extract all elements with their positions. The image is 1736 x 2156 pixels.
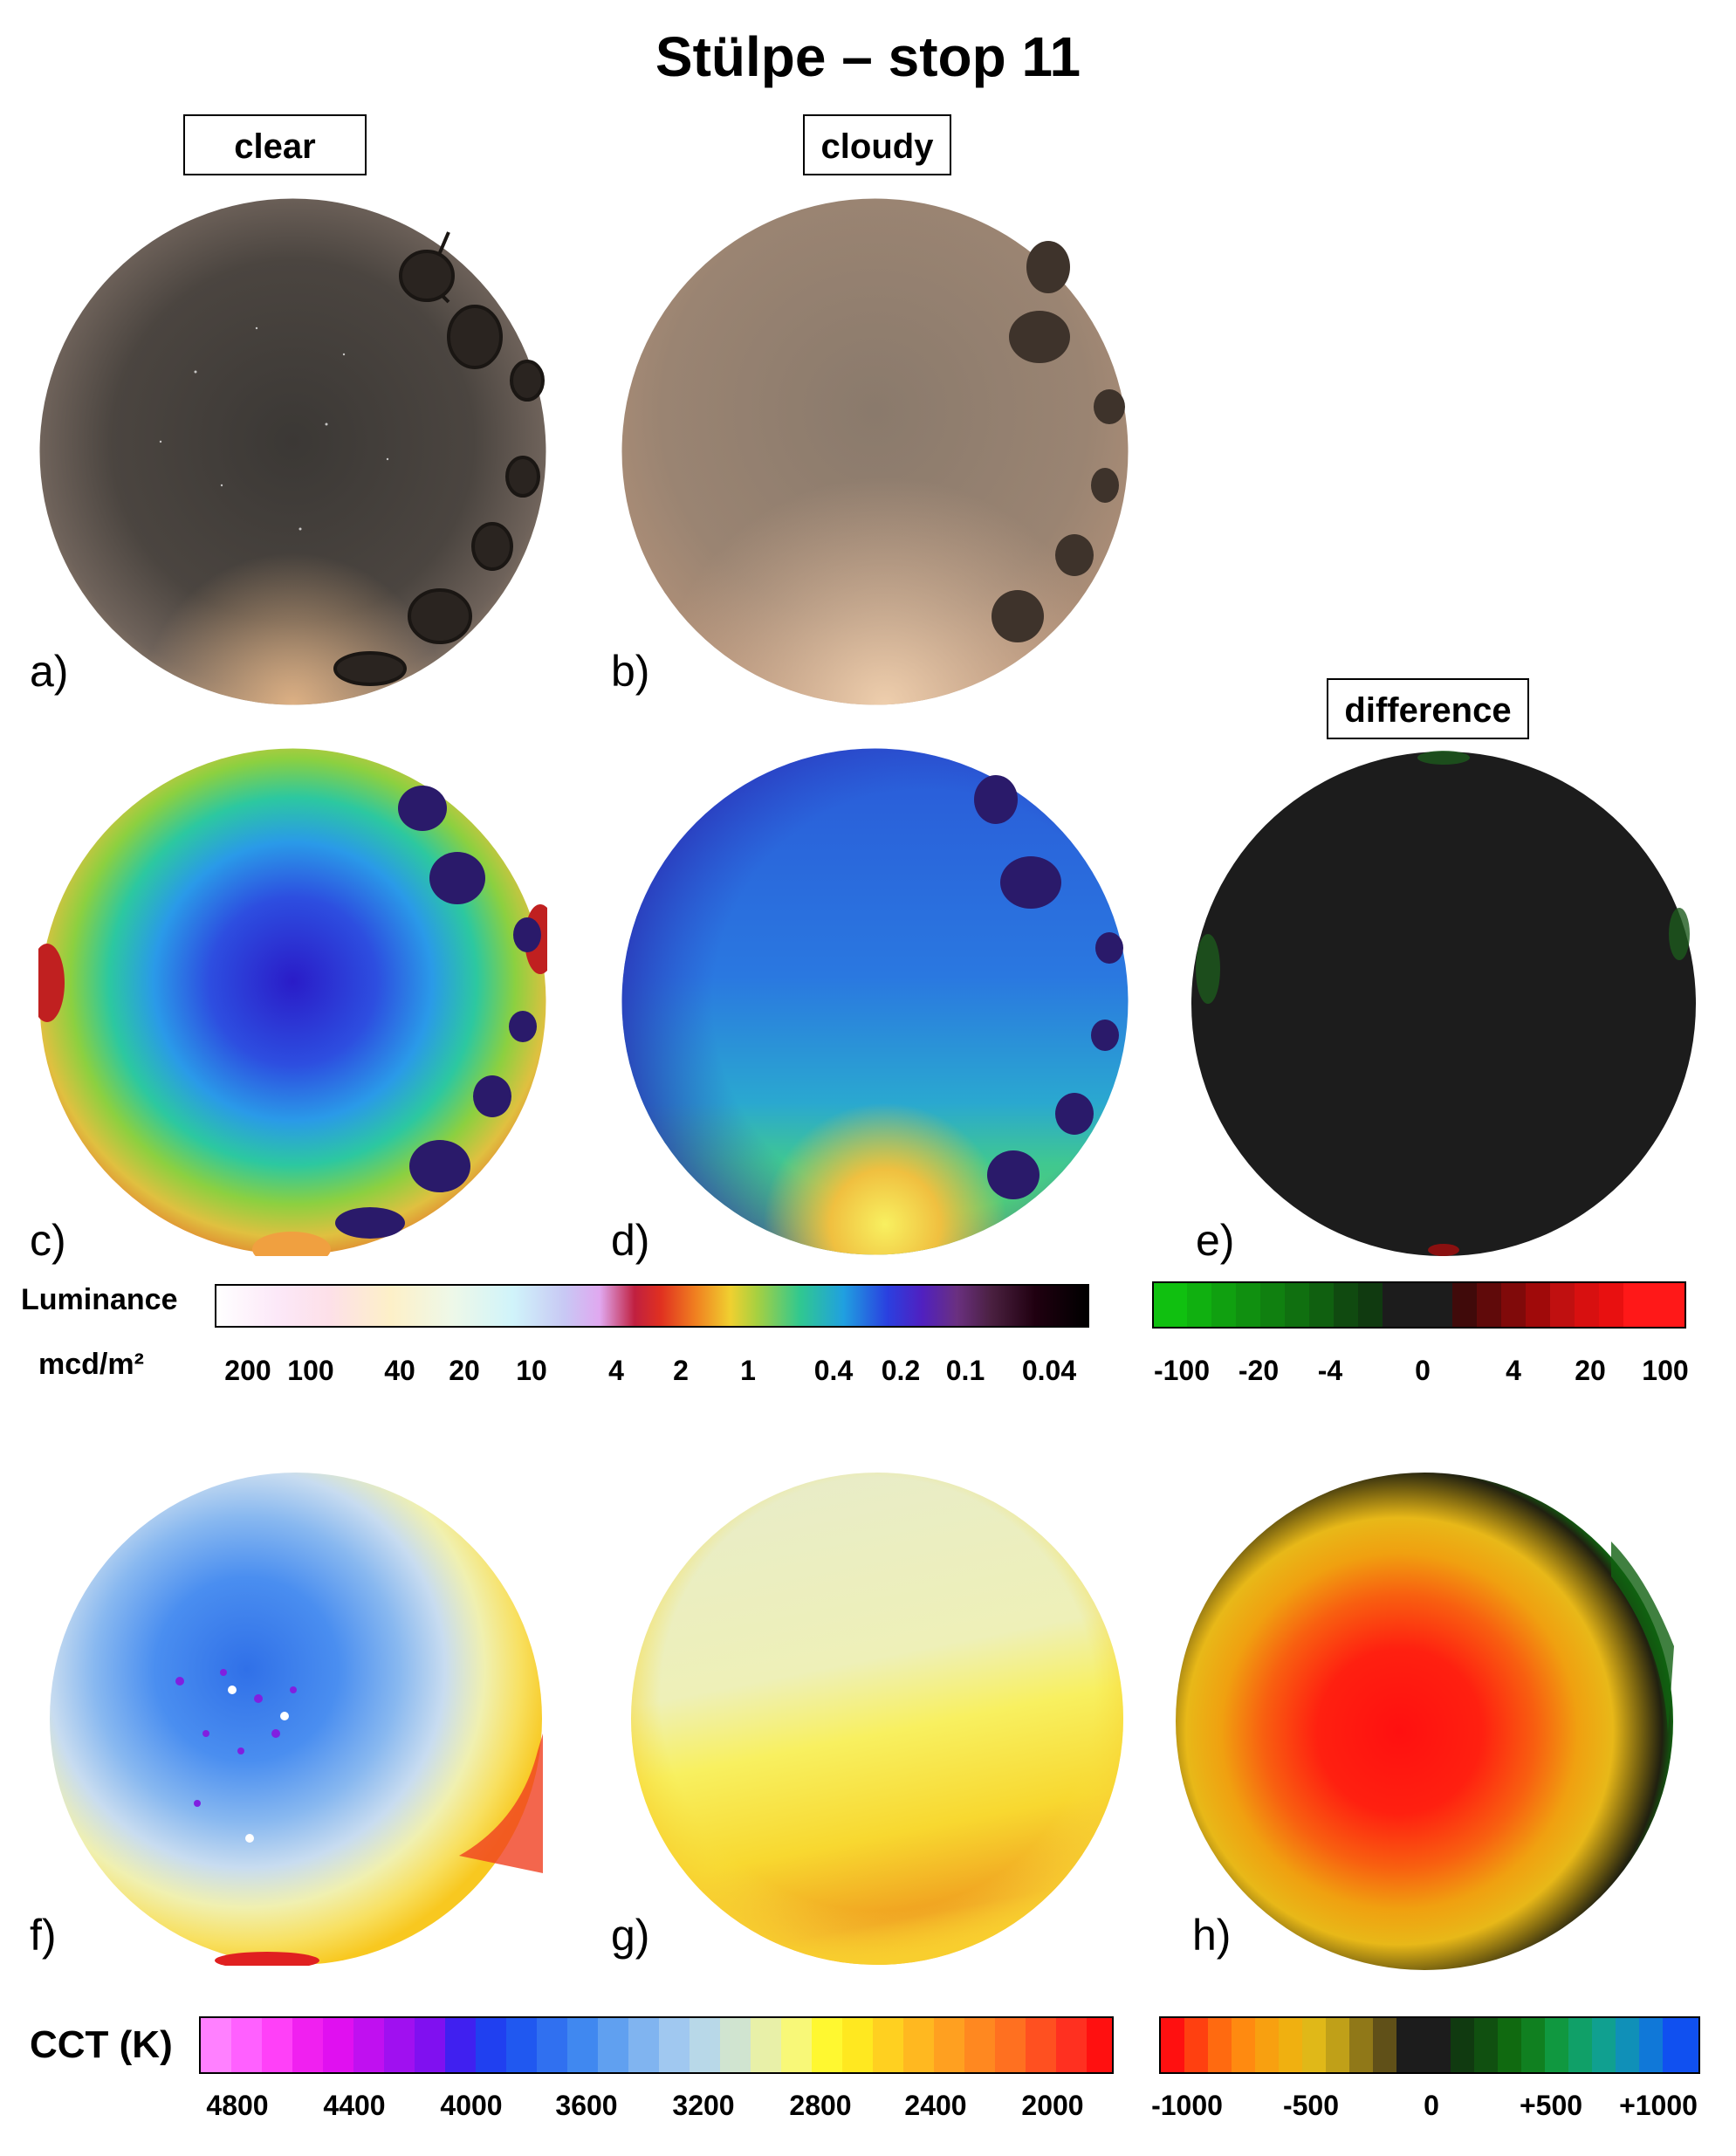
- panel-letter-a: a): [30, 647, 69, 696]
- panel-letter-d: d): [611, 1216, 650, 1265]
- luminance-difference-tick: -20: [1238, 1355, 1280, 1386]
- luminance-difference-tick: 100: [1642, 1355, 1689, 1386]
- panel-f-clear-cct-map: [49, 1472, 543, 1966]
- column-label-difference: difference: [1327, 678, 1529, 739]
- cct-tick: 3200: [672, 2090, 735, 2121]
- luminance-tick: 40: [384, 1355, 415, 1386]
- luminance-tick: 100: [287, 1355, 334, 1386]
- cct-difference-tick: -1000: [1151, 2090, 1223, 2121]
- luminance-tick: 10: [516, 1355, 547, 1386]
- cct-scale-label: CCT (K): [30, 2023, 173, 2066]
- panel-g-cloudy-cct-map: [630, 1472, 1124, 1966]
- column-label-clear: clear: [183, 114, 367, 175]
- panel-letter-f: f): [30, 1911, 57, 1960]
- luminance-difference-colorbar: [1152, 1281, 1686, 1329]
- luminance-tick: 0.1: [945, 1355, 985, 1386]
- cct-difference-tick: -500: [1282, 2090, 1340, 2121]
- cct-tick: 2400: [904, 2090, 967, 2121]
- panel-letter-c: c): [30, 1216, 66, 1265]
- luminance-tick: 0.4: [813, 1355, 854, 1386]
- panel-letter-e: e): [1196, 1216, 1235, 1265]
- cct-colorbar: [199, 2016, 1114, 2074]
- cct-tick: 4800: [206, 2090, 269, 2121]
- cct-difference-colorbar: [1159, 2016, 1700, 2074]
- luminance-scale-unit: mcd/m²: [38, 1348, 144, 1381]
- cct-tick: 2800: [789, 2090, 852, 2121]
- luminance-difference-tick: -100: [1153, 1355, 1211, 1386]
- luminance-difference-tick: 4: [1506, 1355, 1521, 1386]
- luminance-difference-tick: -4: [1317, 1355, 1343, 1386]
- column-label-cloudy: cloudy: [803, 114, 951, 175]
- cct-difference-tick: +1000: [1619, 2090, 1698, 2121]
- luminance-scale-label: Luminance: [21, 1283, 178, 1316]
- cct-tick: 4000: [440, 2090, 503, 2121]
- cct-difference-tick: +500: [1519, 2090, 1583, 2121]
- panel-letter-h: h): [1192, 1911, 1232, 1960]
- luminance-difference-tick: 20: [1575, 1355, 1606, 1386]
- panel-c-clear-luminance-map: [38, 747, 547, 1256]
- cct-tick: 3600: [555, 2090, 618, 2121]
- cct-tick: 2000: [1021, 2090, 1084, 2121]
- luminance-tick: 4: [608, 1355, 624, 1386]
- panel-e-luminance-difference-map: [1190, 751, 1697, 1257]
- luminance-tick: 1: [740, 1355, 756, 1386]
- panel-letter-b: b): [611, 647, 650, 696]
- panel-b-cloudy-photo: [621, 197, 1129, 706]
- luminance-tick: 20: [449, 1355, 480, 1386]
- luminance-tick: 0.2: [881, 1355, 921, 1386]
- luminance-tick: 0.04: [1021, 1355, 1077, 1386]
- luminance-tick: 200: [224, 1355, 271, 1386]
- luminance-difference-tick: 0: [1415, 1355, 1431, 1386]
- luminance-tick: 2: [673, 1355, 689, 1386]
- panel-letter-g: g): [611, 1911, 650, 1960]
- panel-a-clear-photo: [38, 197, 547, 706]
- cct-tick: 4400: [323, 2090, 386, 2121]
- panel-d-cloudy-luminance-map: [621, 747, 1129, 1256]
- cct-difference-tick: 0: [1424, 2090, 1439, 2121]
- luminance-colorbar: [215, 1284, 1089, 1328]
- panel-h-cct-difference-map: [1175, 1472, 1674, 1971]
- figure-title: Stülpe – stop 11: [655, 25, 1081, 88]
